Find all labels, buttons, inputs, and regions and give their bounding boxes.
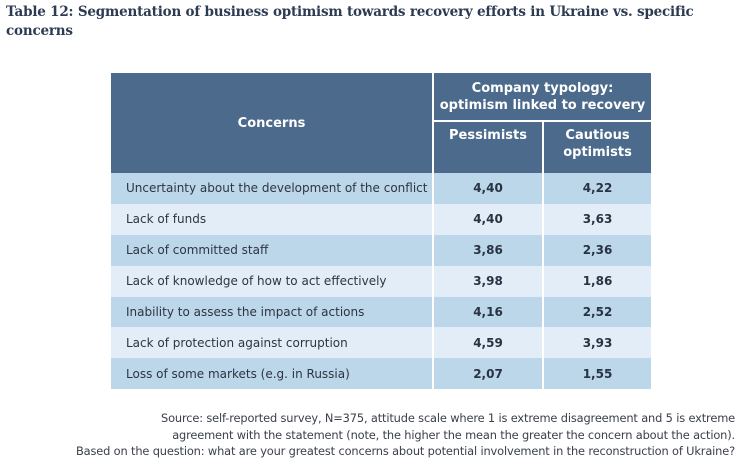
- concern-label: Lack of committed staff: [111, 234, 434, 266]
- table-row: Inability to assess the impact of action…: [111, 296, 652, 328]
- pessimists-value: 3,86: [433, 234, 544, 266]
- header-group-line1: Company typology:: [471, 80, 614, 96]
- header-cautious-line1: Cautious: [565, 128, 630, 143]
- pessimists-value: 4,40: [433, 173, 544, 204]
- cautious-optimists-value: 2,52: [543, 296, 652, 328]
- cautious-optimists-value: 4,22: [543, 173, 652, 204]
- pessimists-value: 4,59: [433, 327, 544, 359]
- cautious-optimists-value: 2,36: [543, 234, 652, 266]
- table-row: Lack of knowledge of how to act effectiv…: [111, 265, 652, 297]
- cautious-optimists-value: 1,55: [543, 358, 652, 390]
- table-row: Lack of committed staff 3,86 2,36: [111, 234, 652, 266]
- header-cautious-line2: optimists: [563, 145, 632, 160]
- concern-label: Inability to assess the impact of action…: [111, 296, 434, 328]
- pessimists-value: 4,40: [433, 203, 544, 235]
- concerns-table: Concerns Company typology: optimism link…: [111, 73, 652, 390]
- source-note: Source: self-reported survey, N=375, att…: [35, 410, 735, 460]
- cautious-optimists-value: 1,86: [543, 265, 652, 297]
- header-cautious-optimists: Cautious optimists: [543, 121, 652, 173]
- pessimists-value: 3,98: [433, 265, 544, 297]
- concern-label: Lack of funds: [111, 203, 434, 235]
- source-line-3: Based on the question: what are your gre…: [75, 444, 735, 458]
- concern-label: Loss of some markets (e.g. in Russia): [111, 358, 434, 390]
- header-concerns: Concerns: [111, 73, 434, 173]
- cautious-optimists-value: 3,93: [543, 327, 652, 359]
- cautious-optimists-value: 3,63: [543, 203, 652, 235]
- concern-label: Lack of knowledge of how to act effectiv…: [111, 265, 434, 297]
- header-pessimists: Pessimists: [433, 121, 544, 173]
- table-row: Lack of funds 4,40 3,63: [111, 203, 652, 235]
- table-title: Table 12: Segmentation of business optim…: [6, 4, 694, 39]
- header-row-sub: Pessimists Cautious optimists: [111, 121, 652, 173]
- concern-label: Lack of protection against corruption: [111, 327, 434, 359]
- pessimists-value: 4,16: [433, 296, 544, 328]
- header-row-top: Concerns Company typology: optimism link…: [111, 73, 652, 173]
- source-line-2: agreement with the statement (note, the …: [172, 427, 735, 442]
- header-group-line2: optimism linked to recovery: [439, 97, 646, 113]
- pessimists-value: 2,07: [433, 358, 544, 390]
- header-company-typology: Company typology: optimism linked to rec…: [433, 73, 652, 122]
- table-row: Lack of protection against corruption 4,…: [111, 327, 652, 359]
- concern-label: Uncertainty about the development of the…: [111, 173, 434, 204]
- table-row: Uncertainty about the development of the…: [111, 173, 652, 204]
- table-row: Loss of some markets (e.g. in Russia) 2,…: [111, 358, 652, 390]
- source-line-1: Source: self-reported survey, N=375, att…: [160, 411, 735, 425]
